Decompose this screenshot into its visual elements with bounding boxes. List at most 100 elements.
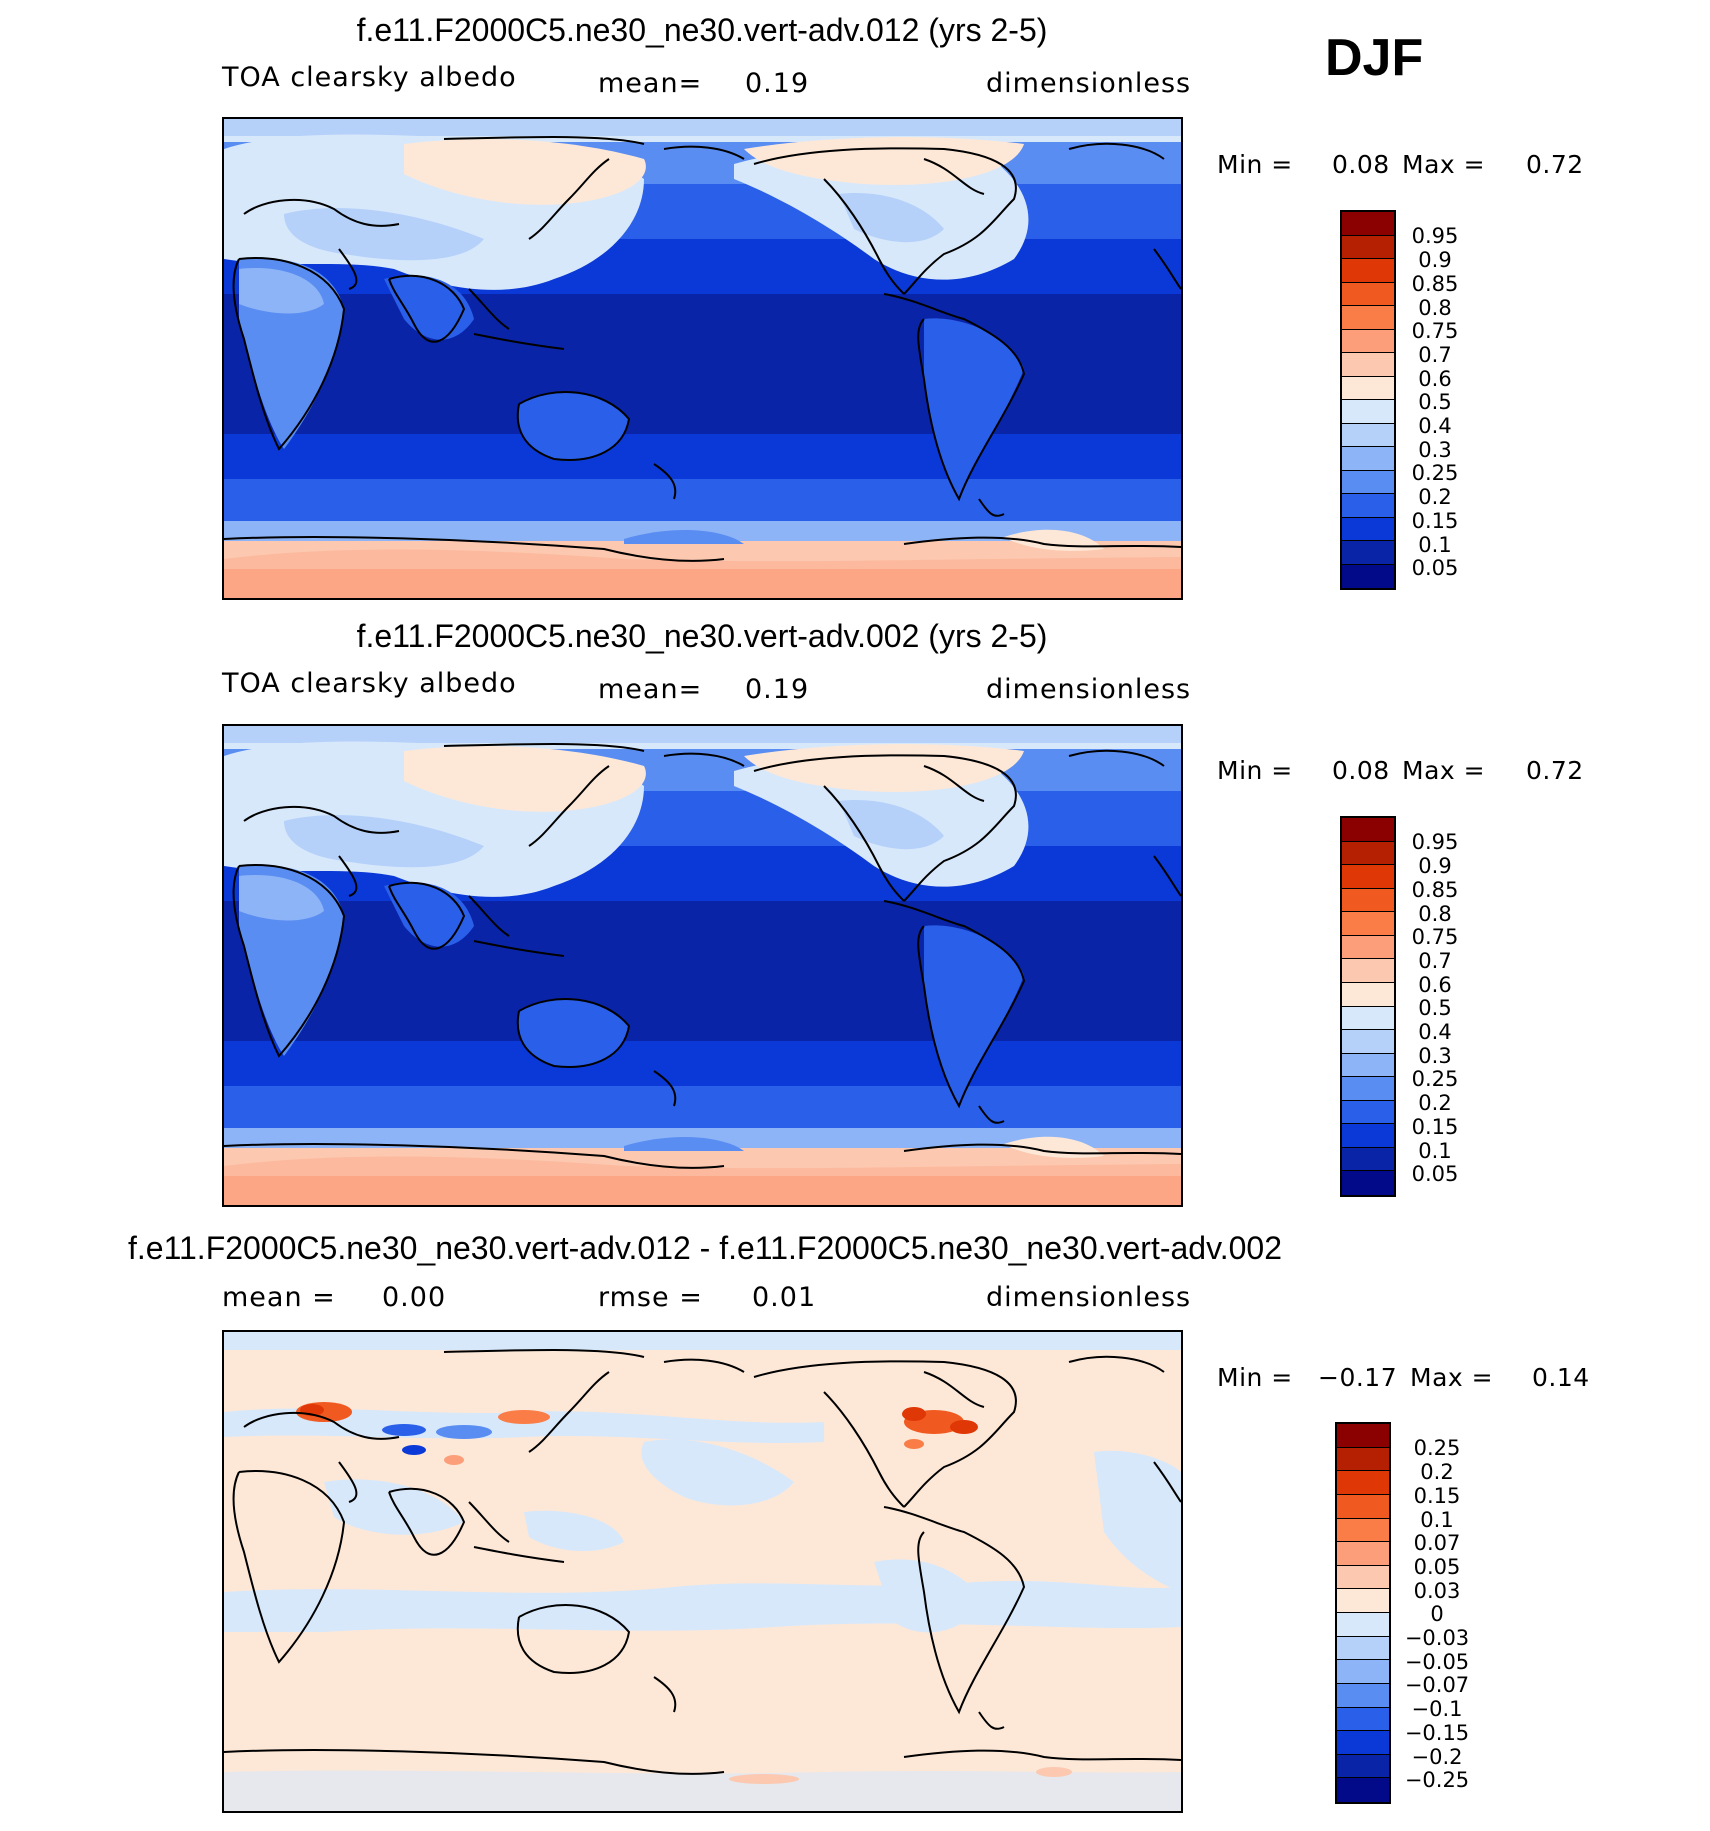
panel3-min-label: Min =	[1217, 1363, 1293, 1392]
panel3-max-label: Max =	[1410, 1363, 1494, 1392]
panel3-mean-value: 0.00	[382, 1282, 447, 1313]
panel1-units: dimensionless	[986, 68, 1192, 99]
panel3-level-label: −0.25	[1404, 1768, 1470, 1792]
panel1-level-label: 0.3	[1418, 438, 1452, 462]
panel1-level-label: 0.8	[1418, 296, 1452, 320]
panel2-level-label: 0.9	[1418, 854, 1452, 878]
colorbar-swatch	[1337, 1447, 1389, 1472]
panel2-mean-label: mean=	[598, 674, 703, 705]
colorbar-swatch	[1337, 1660, 1389, 1684]
colorbar-swatch	[1337, 1494, 1389, 1519]
colorbar-swatch	[1342, 818, 1394, 842]
panel2-land-fill	[224, 741, 1181, 1205]
panel1-field-name: TOA clearsky albedo	[222, 62, 517, 93]
panel2-colorbar	[1340, 816, 1396, 1197]
panel1-map	[222, 117, 1183, 600]
panel3-colorbar	[1335, 1422, 1391, 1804]
colorbar-swatch	[1342, 400, 1394, 424]
panel3-units: dimensionless	[986, 1282, 1192, 1313]
colorbar-swatch	[1337, 1589, 1389, 1613]
colorbar-swatch	[1337, 1778, 1389, 1802]
panel2-min-value: 0.08	[1332, 756, 1390, 785]
panel3-level-label: −0.05	[1404, 1650, 1470, 1674]
panel2-level-label: 0.4	[1418, 1020, 1452, 1044]
panel3-anomalies	[296, 1402, 1072, 1784]
panel1-level-label: 0.4	[1418, 414, 1452, 438]
panel3-level-label: 0.05	[1413, 1555, 1461, 1579]
colorbar-swatch	[1342, 935, 1394, 960]
colorbar-swatch	[1337, 1683, 1389, 1708]
colorbar-swatch	[1342, 1171, 1394, 1195]
panel1-mean-value: 0.19	[745, 68, 810, 99]
panel2-level-label: 0.6	[1418, 973, 1452, 997]
panel1-level-label: 0.9	[1418, 248, 1452, 272]
panel1-max-label: Max =	[1402, 150, 1486, 179]
colorbar-swatch	[1342, 329, 1394, 353]
colorbar-swatch	[1342, 470, 1394, 494]
panel1-level-label: 0.6	[1418, 367, 1452, 391]
colorbar-swatch	[1342, 1147, 1394, 1172]
panel3-coastlines	[224, 1348, 1181, 1775]
panel3-level-label: 0.25	[1413, 1436, 1461, 1460]
panel3-map	[222, 1330, 1183, 1813]
panel1-level-label: 0.1	[1418, 533, 1452, 557]
colorbar-swatch	[1342, 212, 1394, 236]
panel1-land-fill	[224, 134, 1181, 598]
panel3-min-value: −0.17	[1318, 1363, 1398, 1392]
panel1-level-label: 0.85	[1411, 272, 1459, 296]
panel1-level-label: 0.95	[1411, 224, 1459, 248]
panel1-max-value: 0.72	[1526, 150, 1584, 179]
colorbar-swatch	[1342, 494, 1394, 518]
panel1-level-label: 0.7	[1418, 343, 1452, 367]
colorbar-swatch	[1342, 1053, 1394, 1078]
panel3-rmse-value: 0.01	[752, 1282, 817, 1313]
panel1-coastlines	[224, 135, 1181, 562]
colorbar-swatch	[1342, 865, 1394, 889]
panel3-level-label: 0.2	[1420, 1460, 1454, 1484]
colorbar-swatch	[1342, 1124, 1394, 1148]
colorbar-swatch	[1342, 982, 1394, 1007]
colorbar-swatch	[1342, 306, 1394, 330]
panel2-max-value: 0.72	[1526, 756, 1584, 785]
colorbar-swatch	[1342, 423, 1394, 447]
panel1-level-label: 0.05	[1411, 556, 1459, 580]
panel2-coastlines	[224, 742, 1181, 1169]
panel2-level-label: 0.05	[1411, 1162, 1459, 1186]
panel2-field-name: TOA clearsky albedo	[222, 668, 517, 699]
panel2-units: dimensionless	[986, 674, 1192, 705]
panel1-mean-label: mean=	[598, 68, 703, 99]
panel3-field-bands	[224, 1332, 1181, 1811]
panel3-level-label: 0.1	[1420, 1508, 1454, 1532]
colorbar-swatch	[1337, 1707, 1389, 1732]
panel2-map	[222, 724, 1183, 1207]
colorbar-swatch	[1342, 959, 1394, 983]
panel2-level-label: 0.1	[1418, 1139, 1452, 1163]
colorbar-swatch	[1342, 447, 1394, 471]
colorbar-swatch	[1337, 1518, 1389, 1543]
colorbar-swatch	[1337, 1542, 1389, 1566]
colorbar-swatch	[1342, 517, 1394, 541]
panel1-colorbar	[1340, 210, 1396, 590]
panel2-level-label: 0.7	[1418, 949, 1452, 973]
panel3-level-label: −0.1	[1411, 1697, 1463, 1721]
panel2-level-label: 0.95	[1411, 830, 1459, 854]
panel3-level-label: 0.03	[1413, 1579, 1461, 1603]
panel2-title: f.e11.F2000C5.ne30_ne30.vert-adv.002 (yr…	[356, 618, 1048, 654]
colorbar-swatch	[1342, 282, 1394, 306]
colorbar-swatch	[1337, 1424, 1389, 1448]
panel1-level-label: 0.25	[1411, 461, 1459, 485]
colorbar-swatch	[1342, 564, 1394, 588]
panel2-level-label: 0.25	[1411, 1067, 1459, 1091]
colorbar-swatch	[1342, 259, 1394, 283]
panel2-level-label: 0.75	[1411, 925, 1459, 949]
colorbar-swatch	[1342, 353, 1394, 377]
panel3-title: f.e11.F2000C5.ne30_ne30.vert-adv.012 - f…	[128, 1230, 1282, 1266]
panel3-level-label: 0.15	[1413, 1484, 1461, 1508]
panel1-level-label: 0.75	[1411, 319, 1459, 343]
colorbar-swatch	[1342, 1030, 1394, 1054]
colorbar-swatch	[1342, 235, 1394, 259]
panel1-min-value: 0.08	[1332, 150, 1390, 179]
panel1-level-label: 0.15	[1411, 509, 1459, 533]
colorbar-swatch	[1342, 888, 1394, 913]
panel2-level-label: 0.85	[1411, 878, 1459, 902]
